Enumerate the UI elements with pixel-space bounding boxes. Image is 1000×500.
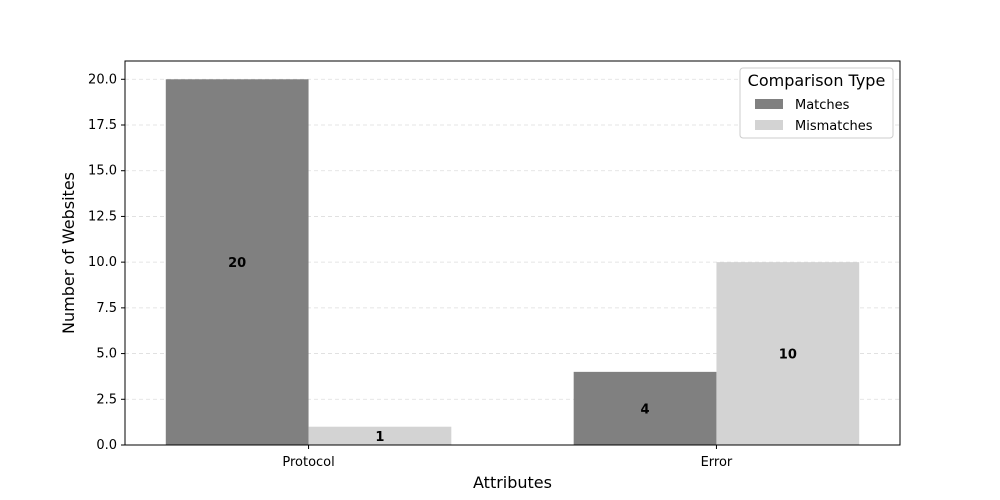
bar-mismatches-error xyxy=(716,262,860,445)
bars xyxy=(165,79,860,446)
bar-value-label: 10 xyxy=(779,348,797,363)
x-axis: Protocol Error xyxy=(282,445,733,470)
y-tick-label: 20.0 xyxy=(88,72,117,87)
legend: Comparison Type Matches Mismatches xyxy=(739,67,894,139)
legend-label-matches: Matches xyxy=(795,98,850,113)
y-tick-label: 10.0 xyxy=(88,255,117,270)
legend-swatch-mismatches xyxy=(755,120,783,130)
legend-title: Comparison Type xyxy=(748,71,886,90)
y-tick-label: 7.5 xyxy=(96,301,117,316)
y-tick-label: 0.0 xyxy=(96,438,117,453)
x-tick-label: Protocol xyxy=(282,455,334,470)
plot-frame xyxy=(124,60,901,446)
bar-value-label: 4 xyxy=(641,402,650,417)
y-tick-label: 5.0 xyxy=(96,347,117,362)
y-tick-label: 2.5 xyxy=(96,392,117,407)
y-tick-label: 17.5 xyxy=(88,118,117,133)
bar-mismatches-protocol xyxy=(308,426,452,445)
data-labels: 20 1 4 10 xyxy=(228,256,797,445)
bar-matches-error xyxy=(573,371,717,445)
legend-label-mismatches: Mismatches xyxy=(795,119,873,134)
bar-value-label: 20 xyxy=(228,256,246,271)
legend-swatch-matches xyxy=(755,99,783,109)
y-axis-title: Number of Websites xyxy=(59,172,78,334)
y-tick-label: 15.0 xyxy=(88,164,117,179)
bar-value-label: 1 xyxy=(375,430,384,445)
bar-matches-protocol xyxy=(165,79,309,446)
x-tick-label: Error xyxy=(701,455,733,470)
y-axis: 0.0 2.5 5.0 7.5 10.0 12.5 15.0 17.5 20.0 xyxy=(88,72,125,453)
y-tick-label: 12.5 xyxy=(88,209,117,224)
x-axis-title: Attributes xyxy=(473,473,552,492)
